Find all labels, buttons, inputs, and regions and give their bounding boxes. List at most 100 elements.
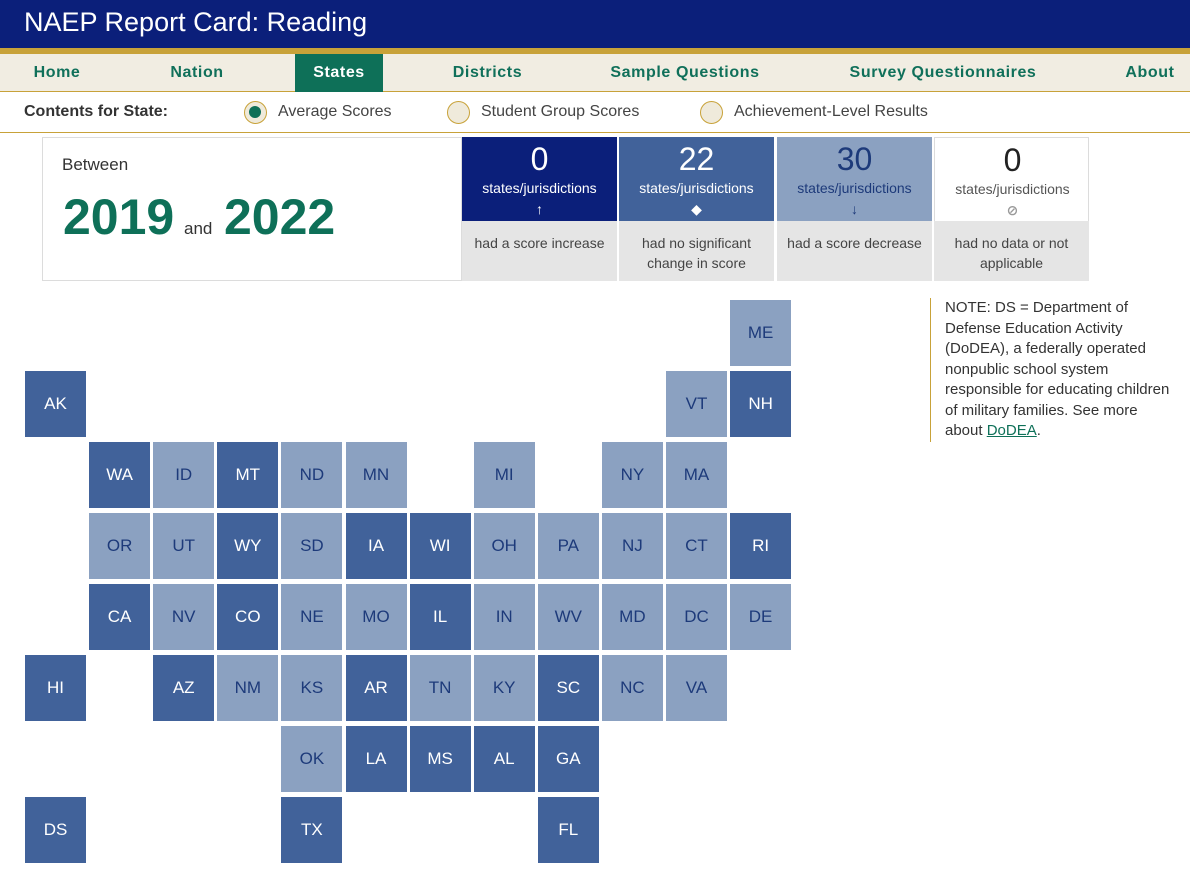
stat-description: had a score increase — [462, 221, 617, 281]
state-tile-ga[interactable]: GA — [537, 726, 599, 792]
radio-unchecked-icon[interactable] — [447, 101, 470, 124]
state-tile-nd[interactable]: ND — [281, 442, 343, 508]
stat-unit: states/jurisdictions — [639, 180, 754, 196]
contents-label: Contents for State: — [24, 103, 168, 120]
state-tile-ri[interactable]: RI — [730, 513, 792, 579]
state-tile-mo[interactable]: MO — [345, 584, 407, 650]
stat-count: 0 — [530, 141, 549, 177]
stat-unit: states/jurisdictions — [482, 180, 597, 196]
state-tile-ct[interactable]: CT — [666, 513, 727, 579]
stat-count: 30 — [836, 141, 873, 177]
nav-about[interactable]: About — [1125, 64, 1175, 81]
radio-label: Student Group Scores — [481, 103, 640, 120]
stat-no-data-header: 0 states/jurisdictions ⊘ — [934, 137, 1089, 221]
start-year: 2019 — [63, 189, 175, 245]
state-tile-co[interactable]: CO — [217, 584, 279, 650]
state-tile-pa[interactable]: PA — [537, 513, 599, 579]
nav-states[interactable]: States — [295, 54, 383, 92]
between-label: Between — [62, 155, 129, 174]
not-applicable-icon: ⊘ — [1006, 202, 1019, 218]
nav-nation[interactable]: Nation — [170, 64, 224, 81]
stat-increase-header: 0 states/jurisdictions ↑ — [462, 137, 617, 221]
state-tile-ny[interactable]: NY — [601, 442, 663, 508]
state-tile-la[interactable]: LA — [345, 726, 407, 792]
contents-selector: Contents for State: Average Scores Stude… — [0, 93, 1190, 133]
nav-survey-questionnaires[interactable]: Survey Questionnaires — [849, 64, 1037, 81]
nav-districts[interactable]: Districts — [452, 64, 523, 81]
state-tile-nj[interactable]: NJ — [601, 513, 663, 579]
radio-label: Average Scores — [278, 103, 392, 120]
state-tile-de[interactable]: DE — [730, 584, 792, 650]
state-tile-az[interactable]: AZ — [153, 655, 215, 721]
state-tile-or[interactable]: OR — [89, 513, 151, 579]
stat-count: 0 — [1003, 142, 1022, 178]
state-tile-nm[interactable]: NM — [217, 655, 279, 721]
state-tile-ar[interactable]: AR — [345, 655, 407, 721]
state-tile-ky[interactable]: KY — [473, 655, 535, 721]
state-tile-il[interactable]: IL — [409, 584, 471, 650]
diamond-icon: ◆ — [691, 201, 702, 217]
arrow-up-icon: ↑ — [536, 201, 543, 217]
state-tile-wi[interactable]: WI — [409, 513, 471, 579]
state-tile-ma[interactable]: MA — [666, 442, 727, 508]
main-nav: Home Nation States Districts Sample Ques… — [0, 54, 1190, 92]
state-tile-wa[interactable]: WA — [89, 442, 151, 508]
state-tile-mn[interactable]: MN — [345, 442, 407, 508]
radio-label: Achievement-Level Results — [734, 103, 928, 120]
state-tile-vt[interactable]: VT — [666, 371, 727, 437]
state-tile-ds[interactable]: DS — [25, 797, 86, 863]
radio-achievement-level-results[interactable]: Achievement-Level Results — [700, 101, 950, 125]
note-end: . — [1036, 422, 1041, 439]
state-tile-ak[interactable]: AK — [25, 371, 86, 437]
stat-decrease: 30 states/jurisdictions ↓ had a score de… — [777, 137, 932, 281]
stat-count: 22 — [678, 141, 715, 177]
radio-average-scores[interactable]: Average Scores — [244, 101, 404, 125]
state-tile-tx[interactable]: TX — [281, 797, 343, 863]
state-tile-md[interactable]: MD — [601, 584, 663, 650]
stat-increase: 0 states/jurisdictions ↑ had a score inc… — [462, 137, 617, 281]
end-year: 2022 — [224, 189, 336, 245]
state-tile-tn[interactable]: TN — [409, 655, 471, 721]
stat-description: had a score decrease — [777, 221, 932, 281]
dodea-note: NOTE: DS = Department of Defense Educati… — [930, 298, 1175, 442]
state-tile-ne[interactable]: NE — [281, 584, 343, 650]
state-tile-va[interactable]: VA — [666, 655, 727, 721]
state-tile-ia[interactable]: IA — [345, 513, 407, 579]
state-tile-sd[interactable]: SD — [281, 513, 343, 579]
nav-home[interactable]: Home — [33, 64, 81, 81]
state-tile-fl[interactable]: FL — [537, 797, 599, 863]
radio-unchecked-icon[interactable] — [700, 101, 723, 124]
state-tile-me[interactable]: ME — [730, 300, 792, 366]
state-tile-mt[interactable]: MT — [217, 442, 279, 508]
dodea-link[interactable]: DoDEA — [986, 422, 1037, 439]
state-tile-nh[interactable]: NH — [730, 371, 792, 437]
state-tile-sc[interactable]: SC — [537, 655, 599, 721]
state-tile-nv[interactable]: NV — [153, 584, 215, 650]
state-tile-nc[interactable]: NC — [601, 655, 663, 721]
stat-unit: states/jurisdictions — [955, 181, 1070, 197]
state-tile-in[interactable]: IN — [473, 584, 535, 650]
state-tile-ca[interactable]: CA — [89, 584, 151, 650]
stat-unit: states/jurisdictions — [797, 180, 912, 196]
state-tile-ut[interactable]: UT — [153, 513, 215, 579]
app-header: NAEP Report Card: Reading — [0, 0, 1190, 48]
nav-sample-questions[interactable]: Sample Questions — [610, 64, 760, 81]
radio-student-group-scores[interactable]: Student Group Scores — [447, 101, 657, 125]
stat-description: had no data or not applicable — [934, 221, 1089, 281]
state-tile-ms[interactable]: MS — [409, 726, 471, 792]
state-tile-al[interactable]: AL — [473, 726, 535, 792]
state-tile-ok[interactable]: OK — [281, 726, 343, 792]
state-tile-ks[interactable]: KS — [281, 655, 343, 721]
state-tile-hi[interactable]: HI — [25, 655, 86, 721]
year-range-panel: Between 2019 and 2022 — [42, 137, 462, 281]
state-tile-oh[interactable]: OH — [473, 513, 535, 579]
stat-description: had no significant change in score — [619, 221, 774, 281]
radio-checked-icon[interactable] — [244, 101, 267, 124]
state-tile-dc[interactable]: DC — [666, 584, 727, 650]
and-label: and — [184, 219, 213, 238]
state-tile-wy[interactable]: WY — [217, 513, 279, 579]
note-text: NOTE: DS = Department of Defense Educati… — [945, 299, 1170, 439]
state-tile-id[interactable]: ID — [153, 442, 215, 508]
state-tile-mi[interactable]: MI — [473, 442, 535, 508]
state-tile-wv[interactable]: WV — [537, 584, 599, 650]
